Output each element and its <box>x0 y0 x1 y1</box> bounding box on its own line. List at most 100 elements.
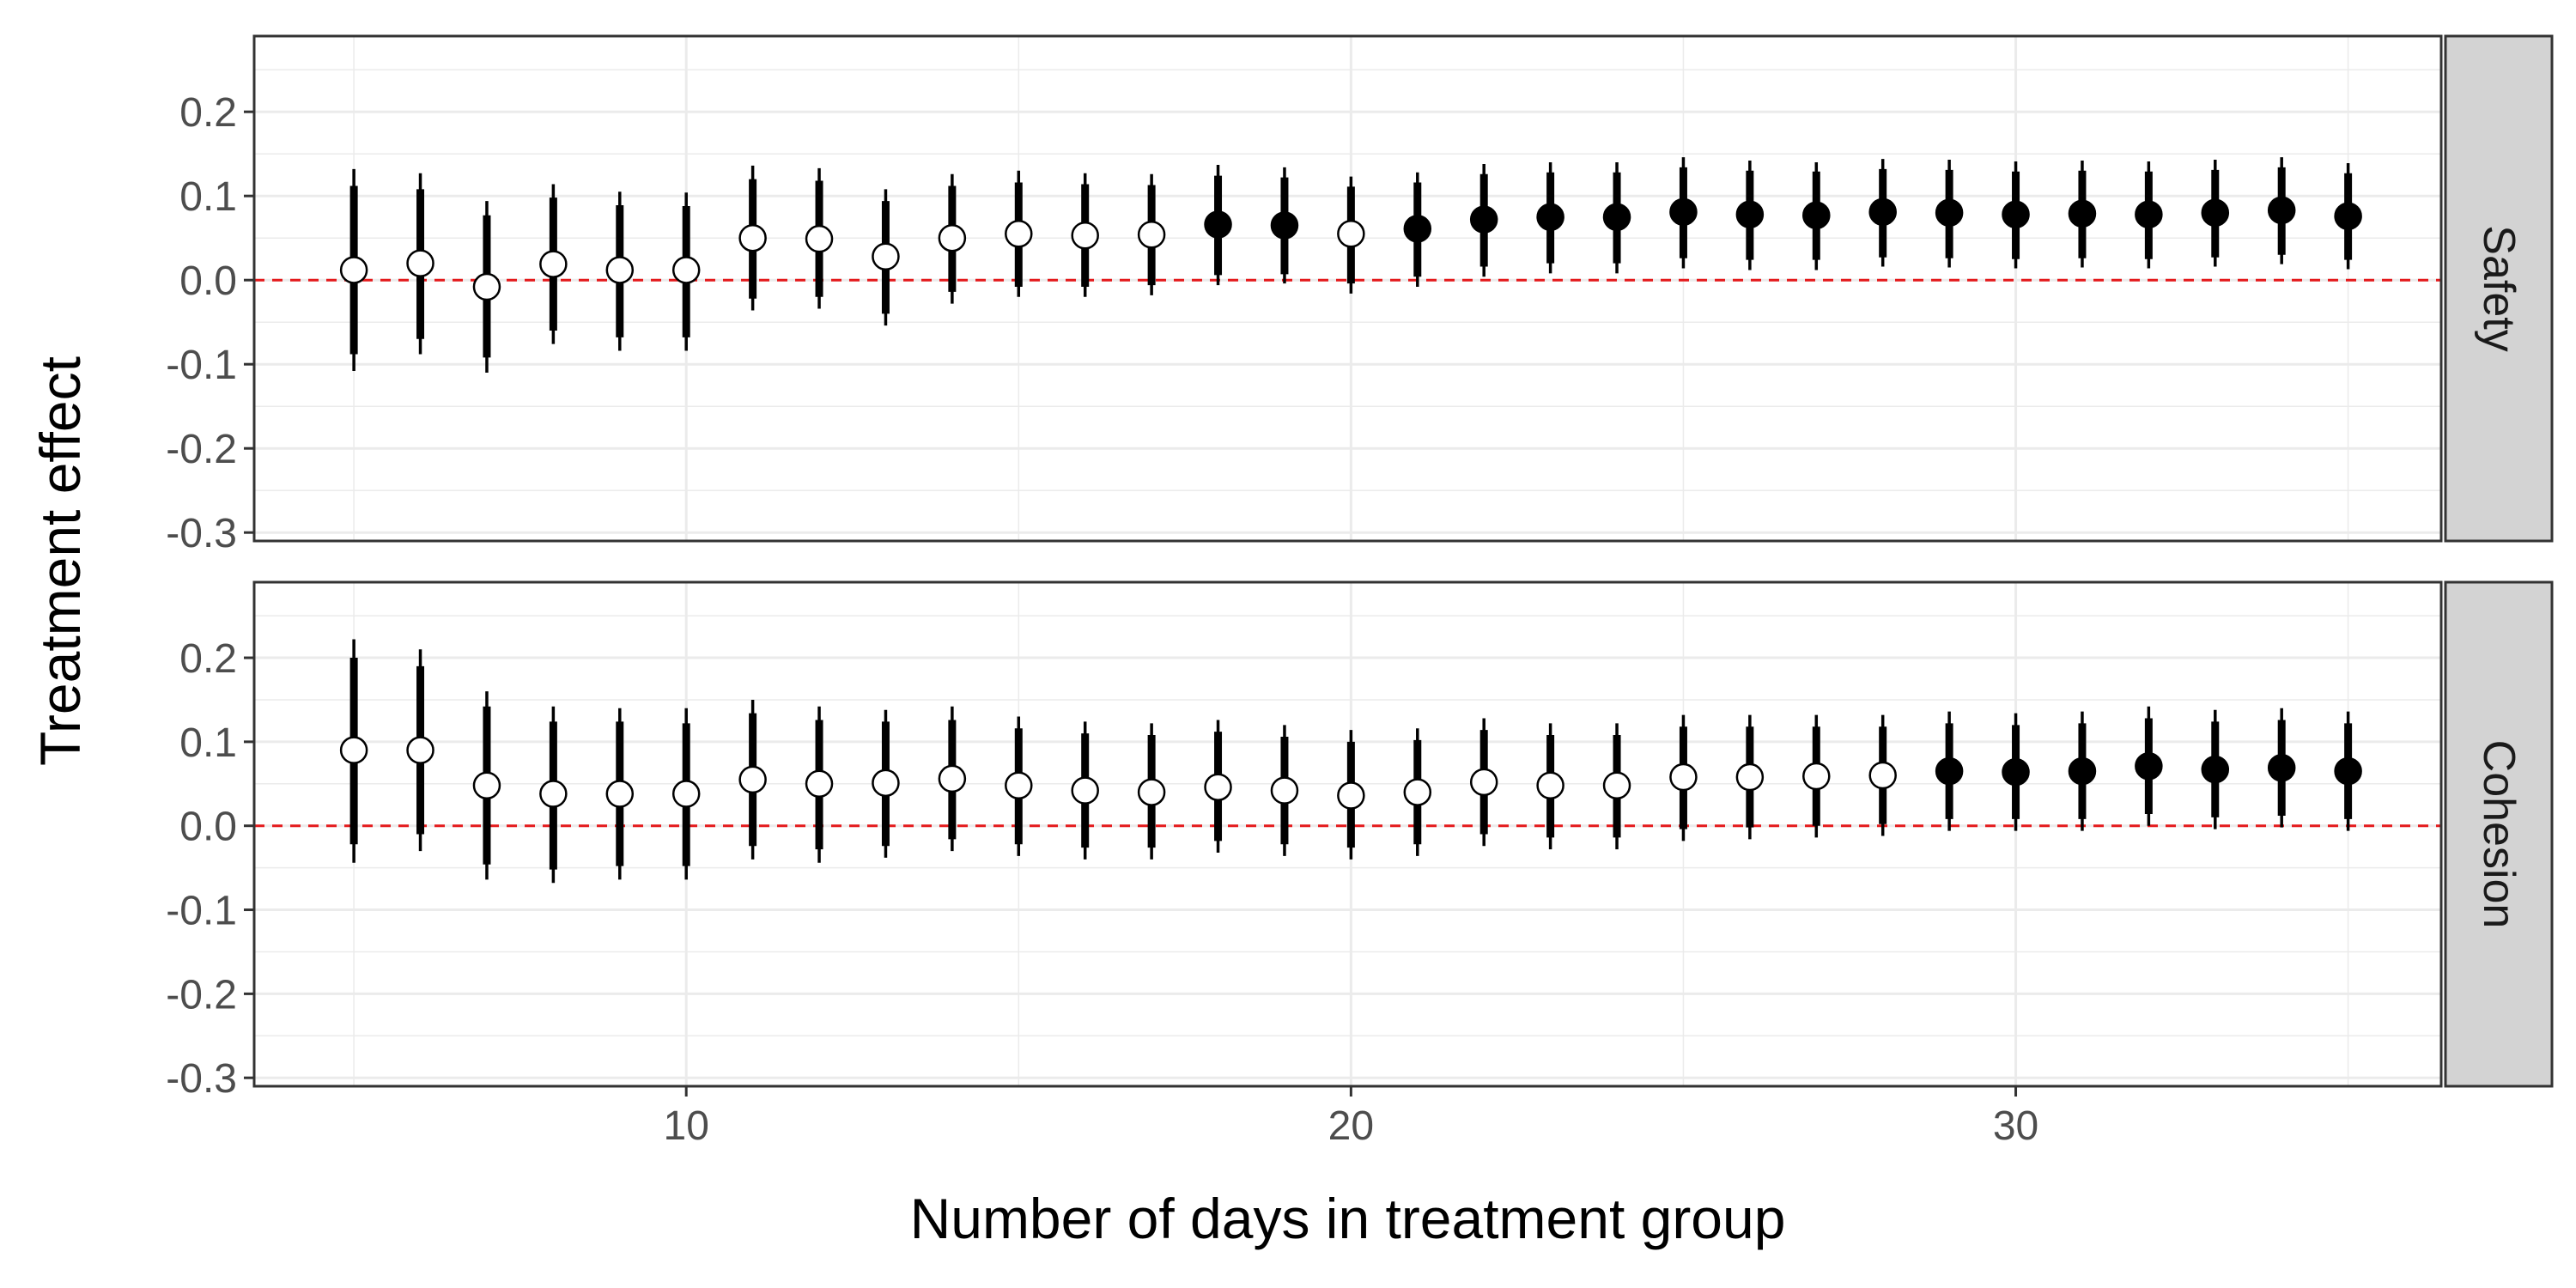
point-range-cohesion-x5 <box>339 639 368 863</box>
point-range-cohesion-x24 <box>1602 723 1631 850</box>
open-point <box>472 272 501 301</box>
x-tick-label: 10 <box>664 1103 709 1149</box>
open-point <box>339 256 368 284</box>
filled-point <box>1602 203 1631 231</box>
open-point <box>1071 776 1099 805</box>
point-range-safety-x22 <box>1469 163 1498 277</box>
point-range-safety-x23 <box>1536 162 1564 274</box>
open-point <box>1071 222 1099 250</box>
open-point <box>1536 771 1564 800</box>
point-range-cohesion-x7 <box>472 691 501 880</box>
filled-point <box>1469 205 1498 234</box>
open-point <box>1469 768 1498 797</box>
open-point <box>1802 762 1831 791</box>
filled-point <box>1403 215 1432 243</box>
filled-point <box>2267 196 2296 225</box>
point-range-safety-x29 <box>1935 160 1964 268</box>
point-range-cohesion-x19 <box>1270 725 1299 856</box>
point-range-safety-x5 <box>339 168 368 372</box>
filled-point <box>2068 199 2097 228</box>
point-range-cohesion-x8 <box>539 706 568 884</box>
point-range-cohesion-x28 <box>1868 714 1897 836</box>
open-point <box>1337 781 1365 810</box>
open-point <box>805 769 834 799</box>
point-range-safety-x14 <box>938 173 967 304</box>
filled-point <box>2002 757 2030 787</box>
point-range-safety-x17 <box>1137 173 1166 295</box>
open-point <box>1602 771 1631 800</box>
filled-point <box>2068 756 2097 786</box>
filled-point <box>1669 197 1698 227</box>
open-point <box>539 250 568 278</box>
strip-label: Cohesion <box>2474 740 2524 929</box>
point-range-safety-x20 <box>1337 176 1365 294</box>
point-range-cohesion-x34 <box>2267 708 2296 828</box>
point-range-cohesion-x14 <box>938 706 967 852</box>
open-point <box>1005 220 1033 248</box>
filled-point <box>1536 203 1564 231</box>
filled-point <box>2201 198 2230 228</box>
point-range-cohesion-x31 <box>2068 711 2097 831</box>
point-range-cohesion-x22 <box>1469 718 1498 847</box>
open-point <box>1735 762 1765 792</box>
filled-point <box>2201 755 2230 784</box>
point-range-cohesion-x25 <box>1669 714 1698 841</box>
filled-point <box>2002 200 2030 229</box>
filled-point <box>1735 200 1765 229</box>
open-point <box>805 224 834 253</box>
point-range-safety-x7 <box>472 201 501 373</box>
x-tick-label: 30 <box>1993 1103 2038 1149</box>
y-tick-label: -0.1 <box>166 889 237 934</box>
y-tick-label: 0.1 <box>179 174 237 220</box>
open-point <box>1669 762 1698 792</box>
facet-strip-cohesion: Cohesion <box>2444 580 2554 1088</box>
open-point <box>339 736 368 764</box>
point-range-safety-x26 <box>1735 161 1765 270</box>
open-point <box>671 256 701 284</box>
point-range-cohesion-x12 <box>805 706 834 863</box>
open-point <box>872 769 900 798</box>
y-axis-title: Treatment effect <box>28 356 92 766</box>
y-tick-label: -0.3 <box>166 511 237 556</box>
open-point <box>938 223 967 252</box>
open-point <box>1137 778 1166 806</box>
point-range-cohesion-x33 <box>2201 709 2230 829</box>
point-range-safety-x13 <box>872 189 900 326</box>
point-range-cohesion-x18 <box>1204 720 1232 854</box>
filled-point <box>2135 752 2163 781</box>
point-range-safety-x19 <box>1270 167 1299 284</box>
point-range-safety-x16 <box>1071 173 1099 297</box>
y-tick-label: -0.2 <box>166 972 237 1018</box>
y-tick-label: 0.2 <box>179 636 237 682</box>
point-range-safety-x24 <box>1602 162 1631 274</box>
point-range-cohesion-x26 <box>1735 714 1765 840</box>
point-range-cohesion-x29 <box>1935 711 1964 831</box>
point-range-safety-x21 <box>1403 172 1432 288</box>
panel-border <box>252 34 2443 543</box>
point-range-safety-x34 <box>2267 157 2296 264</box>
y-tick-label: 0.0 <box>179 805 237 850</box>
filled-point <box>1935 756 1964 786</box>
panel-cohesion: -0.3 -0.2 -0.1 0.0 0.1 0.2 Cohesion 10 20 30 <box>166 580 2554 1149</box>
open-point <box>1270 776 1299 805</box>
open-point <box>1005 771 1033 800</box>
open-point <box>738 765 767 794</box>
facet-strip-safety: Safety <box>2444 34 2554 543</box>
point-range-cohesion-x10 <box>671 708 701 880</box>
point-range-cohesion-x11 <box>738 699 767 860</box>
open-point <box>872 242 900 271</box>
y-tick-label: 0.1 <box>179 720 237 766</box>
point-range-safety-x31 <box>2068 161 2097 268</box>
y-tick-label: -0.2 <box>166 427 237 472</box>
x-tick-label: 20 <box>1328 1103 1374 1149</box>
open-point <box>1868 761 1897 790</box>
filled-point <box>1270 211 1299 240</box>
point-range-safety-x15 <box>1005 170 1033 297</box>
point-range-safety-x11 <box>738 165 767 311</box>
point-range-cohesion-x17 <box>1137 723 1166 860</box>
y-tick-label: 0.0 <box>179 258 237 304</box>
point-range-cohesion-x21 <box>1403 728 1432 856</box>
point-range-safety-x18 <box>1204 164 1232 286</box>
point-range-cohesion-x15 <box>1005 716 1033 856</box>
